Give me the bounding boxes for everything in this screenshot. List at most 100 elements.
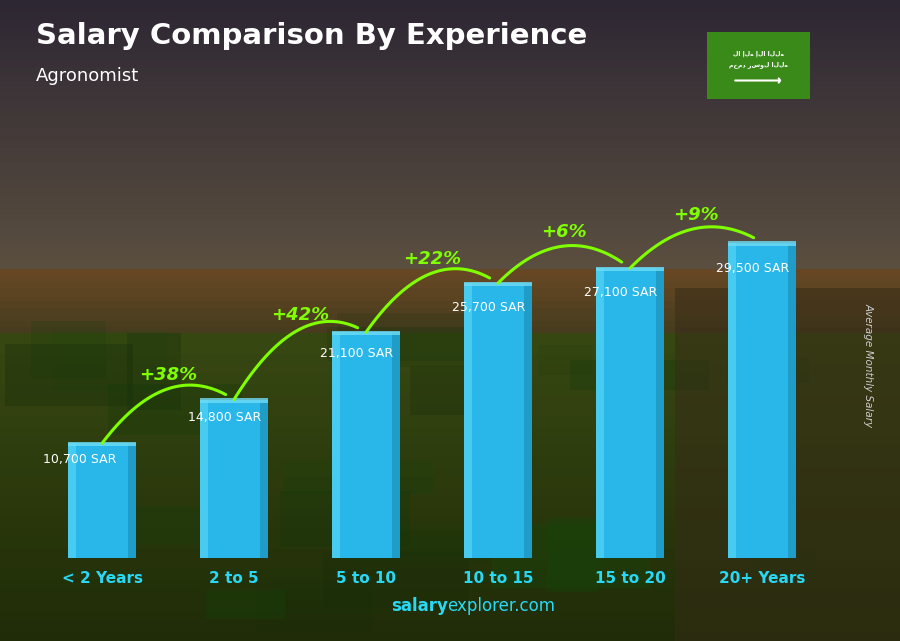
Text: explorer.com: explorer.com: [447, 597, 555, 615]
Bar: [328, 327, 485, 361]
FancyBboxPatch shape: [596, 268, 664, 558]
Bar: [0, 222, 900, 229]
Bar: [128, 444, 136, 558]
Bar: [0, 114, 900, 121]
Bar: [0, 333, 900, 344]
Text: 25,700 SAR: 25,700 SAR: [452, 301, 526, 313]
Bar: [0, 538, 900, 549]
Bar: [0, 528, 900, 538]
FancyBboxPatch shape: [464, 283, 532, 558]
Bar: [0, 162, 900, 168]
Bar: [0, 295, 900, 301]
Bar: [0, 74, 900, 81]
Bar: [471, 492, 518, 518]
Bar: [0, 579, 900, 590]
Bar: [0, 81, 900, 88]
Bar: [0, 27, 900, 33]
FancyBboxPatch shape: [68, 444, 136, 558]
Bar: [736, 344, 782, 393]
Bar: [0, 121, 900, 128]
Bar: [0, 600, 900, 610]
Bar: [0, 33, 900, 40]
Bar: [0, 344, 900, 354]
Bar: [0, 320, 900, 327]
Bar: [108, 506, 263, 544]
Bar: [538, 345, 593, 375]
Bar: [0, 385, 900, 395]
Bar: [0, 415, 900, 426]
Bar: [0, 135, 900, 142]
Bar: [0, 108, 900, 114]
Bar: [410, 365, 479, 415]
Bar: [492, 524, 651, 588]
Bar: [200, 398, 268, 403]
Bar: [0, 175, 900, 182]
Bar: [0, 327, 900, 333]
Bar: [0, 6, 900, 13]
Text: +9%: +9%: [673, 206, 719, 224]
Bar: [0, 508, 900, 518]
Bar: [0, 559, 900, 569]
Text: 27,100 SAR: 27,100 SAR: [584, 287, 657, 299]
Bar: [0, 148, 900, 154]
Bar: [788, 242, 796, 558]
Bar: [0, 155, 900, 162]
Bar: [322, 553, 469, 608]
Bar: [0, 67, 900, 74]
Bar: [0, 142, 900, 148]
Bar: [274, 568, 400, 613]
Bar: [0, 354, 900, 364]
Bar: [0, 590, 900, 600]
Bar: [0, 405, 900, 415]
Bar: [0, 301, 900, 308]
Text: +6%: +6%: [541, 224, 587, 242]
Bar: [0, 209, 900, 215]
Text: +22%: +22%: [403, 251, 461, 269]
Bar: [0, 395, 900, 405]
Text: 21,100 SAR: 21,100 SAR: [320, 347, 393, 360]
Bar: [280, 491, 410, 547]
Bar: [0, 236, 900, 242]
Bar: [68, 442, 136, 446]
Bar: [0, 314, 900, 320]
FancyBboxPatch shape: [200, 399, 268, 558]
Bar: [656, 268, 664, 558]
Bar: [0, 182, 900, 188]
FancyBboxPatch shape: [332, 332, 400, 558]
Text: 14,800 SAR: 14,800 SAR: [188, 412, 261, 424]
Text: Average Monthly Salary: Average Monthly Salary: [863, 303, 874, 428]
Text: 29,500 SAR: 29,500 SAR: [716, 262, 789, 275]
Bar: [0, 256, 900, 263]
Bar: [350, 523, 491, 563]
Bar: [338, 313, 468, 367]
Bar: [0, 20, 900, 27]
Bar: [127, 333, 181, 410]
Bar: [0, 215, 900, 222]
Bar: [0, 610, 900, 620]
Bar: [0, 128, 900, 135]
Bar: [283, 461, 434, 494]
Bar: [0, 169, 900, 175]
Bar: [108, 384, 241, 435]
Bar: [0, 249, 900, 256]
Bar: [0, 446, 900, 456]
Bar: [0, 549, 900, 559]
Bar: [0, 269, 900, 276]
Bar: [0, 282, 900, 288]
Bar: [0, 288, 900, 295]
Bar: [0, 188, 900, 195]
Bar: [389, 529, 505, 557]
Bar: [0, 620, 900, 631]
Bar: [0, 477, 900, 487]
Bar: [0, 308, 900, 314]
Bar: [5, 344, 132, 406]
Bar: [0, 47, 900, 54]
Bar: [570, 360, 709, 390]
Bar: [256, 582, 373, 630]
Bar: [0, 101, 900, 108]
Bar: [0, 87, 900, 94]
Bar: [728, 242, 736, 558]
Bar: [0, 0, 900, 6]
Bar: [0, 426, 900, 436]
Bar: [675, 288, 900, 641]
